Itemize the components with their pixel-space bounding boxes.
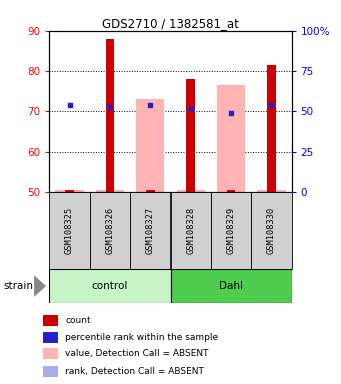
Text: GSM108329: GSM108329 xyxy=(226,207,236,254)
Bar xyxy=(56,190,84,192)
Bar xyxy=(177,190,205,192)
Bar xyxy=(43,348,58,359)
Bar xyxy=(43,332,58,343)
Text: count: count xyxy=(65,316,91,325)
Bar xyxy=(226,190,236,192)
Bar xyxy=(186,79,195,192)
Text: percentile rank within the sample: percentile rank within the sample xyxy=(65,333,218,342)
Bar xyxy=(105,39,115,192)
Bar xyxy=(130,192,170,269)
Bar xyxy=(251,192,292,269)
Bar xyxy=(49,192,90,269)
Text: GSM108325: GSM108325 xyxy=(65,207,74,254)
Bar xyxy=(170,192,211,269)
Text: control: control xyxy=(92,281,128,291)
Text: GSM108328: GSM108328 xyxy=(186,207,195,254)
Text: GSM108330: GSM108330 xyxy=(267,207,276,254)
Bar xyxy=(90,192,130,269)
Bar xyxy=(136,99,164,192)
Bar xyxy=(96,190,124,192)
Text: GSM108326: GSM108326 xyxy=(105,207,115,254)
Bar xyxy=(49,269,170,303)
Text: strain: strain xyxy=(3,281,33,291)
Bar xyxy=(170,269,292,303)
Polygon shape xyxy=(34,275,46,297)
Bar xyxy=(146,190,155,192)
Text: GSM108327: GSM108327 xyxy=(146,207,155,254)
Text: rank, Detection Call = ABSENT: rank, Detection Call = ABSENT xyxy=(65,367,204,376)
Bar xyxy=(217,85,245,192)
Text: Dahl: Dahl xyxy=(219,281,243,291)
Bar xyxy=(43,315,58,326)
Text: value, Detection Call = ABSENT: value, Detection Call = ABSENT xyxy=(65,349,209,358)
Bar xyxy=(43,366,58,377)
Bar xyxy=(257,190,285,192)
Bar xyxy=(211,192,251,269)
Bar xyxy=(267,65,276,192)
Bar xyxy=(65,190,74,192)
Title: GDS2710 / 1382581_at: GDS2710 / 1382581_at xyxy=(102,17,239,30)
